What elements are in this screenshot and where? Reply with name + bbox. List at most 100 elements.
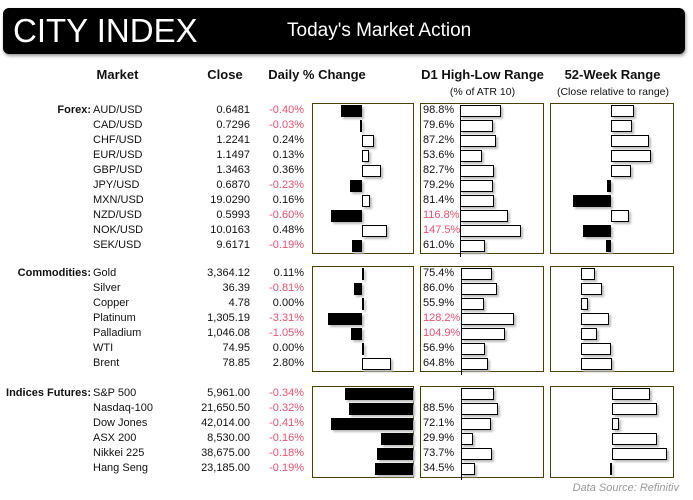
close-value: 36.39 bbox=[222, 282, 250, 294]
close-value: 0.7296 bbox=[216, 119, 250, 131]
daily-change-bar bbox=[327, 313, 362, 325]
d1-range-bar bbox=[461, 403, 498, 415]
d1-range-value: 88.5% bbox=[423, 402, 455, 414]
market-name: MXN/USD bbox=[93, 194, 144, 206]
d1-range-value: 147.5% bbox=[423, 224, 461, 236]
d1-range-panel bbox=[420, 266, 544, 372]
d1-range-bar bbox=[461, 358, 488, 370]
market-name: Platinum bbox=[93, 312, 136, 324]
market-name: SEK/USD bbox=[93, 239, 142, 251]
52-week-bar bbox=[611, 165, 631, 177]
daily-change-value: 0.48% bbox=[272, 224, 304, 236]
close-value: 1.2241 bbox=[216, 134, 250, 146]
close-value: 0.6481 bbox=[216, 104, 250, 116]
d1-range-value: 86.0% bbox=[423, 282, 455, 294]
52-week-bar bbox=[611, 150, 651, 162]
d1-range-value: 56.9% bbox=[423, 342, 455, 354]
daily-change-bar bbox=[353, 283, 362, 295]
d1-range-bar bbox=[461, 463, 476, 475]
market-name: Silver bbox=[93, 282, 121, 294]
d1-range-value: 72.1% bbox=[423, 417, 455, 429]
column-header-d1-range: D1 High-Low Range bbox=[421, 67, 544, 82]
city-index-logo: CITY INDEX bbox=[13, 12, 198, 49]
daily-change-value: -0.16% bbox=[269, 432, 304, 444]
market-name: NZD/USD bbox=[93, 209, 142, 221]
52-week-bar bbox=[573, 195, 611, 207]
d1-range-value: 64.8% bbox=[423, 357, 455, 369]
daily-change-panel bbox=[312, 386, 414, 478]
d1-range-value: 55.9% bbox=[423, 297, 455, 309]
d1-range-value: 87.2% bbox=[423, 134, 455, 146]
daily-change-value: -0.03% bbox=[269, 119, 304, 131]
daily-change-bar bbox=[362, 343, 364, 355]
daily-change-bar bbox=[362, 268, 364, 280]
d1-range-bar bbox=[460, 105, 501, 117]
market-name: Brent bbox=[93, 357, 120, 369]
d1-range-value: 116.8% bbox=[423, 209, 460, 221]
market-name: NOK/USD bbox=[93, 224, 144, 236]
d1-range-bar bbox=[460, 120, 494, 132]
daily-change-bar bbox=[362, 135, 375, 147]
daily-change-value: 0.16% bbox=[272, 194, 304, 206]
market-name: Nasdaq-100 bbox=[93, 402, 153, 414]
d1-range-value: 75.4% bbox=[423, 267, 455, 279]
d1-range-bar bbox=[461, 283, 497, 295]
daily-change-bar bbox=[375, 463, 413, 475]
market-name: Hang Seng bbox=[93, 462, 149, 474]
d1-range-value: 61.0% bbox=[423, 239, 455, 251]
close-value: 3,364.12 bbox=[207, 267, 250, 279]
d1-range-bar bbox=[461, 448, 492, 460]
close-value: 74.95 bbox=[222, 342, 250, 354]
close-value: 42,014.00 bbox=[201, 417, 250, 429]
daily-change-panel bbox=[312, 103, 414, 254]
data-source: Data Source: Refinitiv bbox=[572, 482, 679, 494]
market-name: JPY/USD bbox=[93, 179, 140, 191]
column-header-market: Market bbox=[96, 67, 139, 82]
daily-change-value: -0.81% bbox=[269, 282, 304, 294]
daily-change-value: -0.32% bbox=[269, 402, 304, 414]
market-name: Copper bbox=[93, 297, 130, 309]
52-week-panel bbox=[550, 103, 674, 254]
52-week-bar bbox=[611, 135, 649, 147]
52-week-bar bbox=[581, 343, 611, 355]
52-week-bar bbox=[581, 328, 597, 340]
section-label: Indices Futures: bbox=[6, 387, 91, 399]
daily-change-value: -0.41% bbox=[269, 417, 304, 429]
d1-range-bar bbox=[460, 195, 494, 207]
52-week-bar bbox=[610, 463, 612, 475]
52-week-bar bbox=[612, 418, 619, 430]
d1-range-bar bbox=[461, 313, 515, 325]
d1-range-bar bbox=[460, 180, 493, 192]
header-bar: CITY INDEX Today's Market Action bbox=[3, 8, 685, 54]
market-name: CAD/USD bbox=[93, 119, 143, 131]
d1-range-bar bbox=[461, 433, 474, 445]
close-value: 0.6870 bbox=[216, 179, 250, 191]
daily-change-bar bbox=[362, 358, 391, 370]
daily-change-bar bbox=[351, 328, 362, 340]
d1-range-bar bbox=[460, 150, 483, 162]
52-week-bar bbox=[581, 313, 609, 325]
d1-range-value: 79.2% bbox=[423, 179, 455, 191]
close-value: 9.6171 bbox=[216, 239, 250, 251]
market-name: Palladium bbox=[93, 327, 142, 339]
market-name: AUD/USD bbox=[93, 104, 143, 116]
52-week-bar bbox=[612, 403, 657, 415]
d1-range-value: 29.9% bbox=[423, 432, 455, 444]
d1-range-bar bbox=[460, 165, 495, 177]
52-week-bar bbox=[606, 240, 611, 252]
daily-change-bar bbox=[362, 150, 369, 162]
d1-range-value: 82.7% bbox=[423, 164, 455, 176]
daily-change-bar bbox=[362, 165, 381, 177]
close-value: 1.3463 bbox=[216, 164, 250, 176]
market-name: Gold bbox=[93, 267, 117, 279]
daily-change-bar bbox=[350, 180, 362, 192]
52-week-bar bbox=[583, 225, 611, 237]
daily-change-value: -0.60% bbox=[269, 209, 304, 221]
daily-change-bar bbox=[362, 298, 364, 310]
d1-range-bar bbox=[461, 388, 495, 400]
52-week-panel bbox=[550, 266, 674, 372]
d1-range-value: 53.6% bbox=[423, 149, 455, 161]
column-header-daily-change: Daily % Change bbox=[268, 67, 366, 82]
close-value: 19.0290 bbox=[210, 194, 250, 206]
close-value: 8,530.00 bbox=[207, 432, 250, 444]
